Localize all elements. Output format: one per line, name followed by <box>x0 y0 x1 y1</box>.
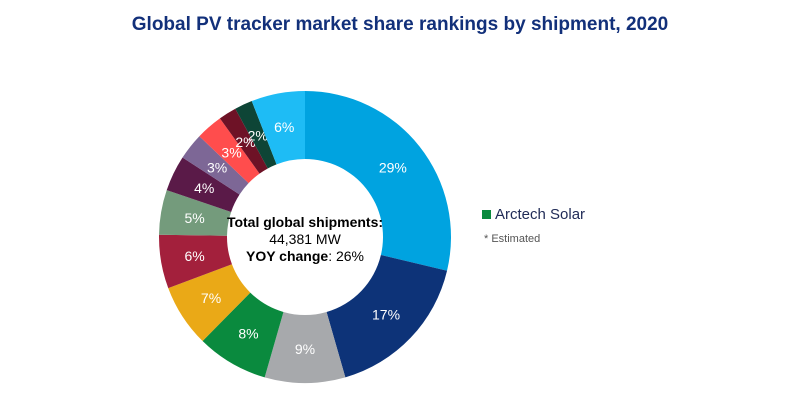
slice-label: 7% <box>201 290 221 306</box>
donut-slice <box>251 91 305 165</box>
slice-label: 29% <box>379 160 407 176</box>
slice-label: 6% <box>185 248 205 264</box>
total-shipments-value: 44,381 MW <box>269 231 341 247</box>
slice-label: 6% <box>274 119 294 135</box>
donut-slice <box>168 264 251 342</box>
donut-slice <box>166 157 240 212</box>
slice-label: 3% <box>221 144 241 160</box>
yoy-label: YOY change <box>245 248 329 264</box>
donut-slice <box>159 190 232 236</box>
donut-slice <box>159 234 232 289</box>
estimated-note: * Estimated <box>484 233 541 245</box>
donut-slice <box>199 118 260 184</box>
legend: Arctech Solar <box>482 206 585 223</box>
total-shipments-label: Total global shipments: <box>226 214 384 230</box>
chart-title: Global PV tracker market share rankings … <box>131 14 669 35</box>
slice-label: 9% <box>295 341 315 357</box>
donut-slice <box>264 311 346 383</box>
donut-slice <box>182 136 249 195</box>
center-summary: Total global shipments: 44,381 MW YOY ch… <box>205 214 405 265</box>
slice-label: 5% <box>185 210 205 226</box>
donut-slice <box>326 255 448 378</box>
donut-slice <box>202 292 284 378</box>
yoy-change: YOY change: 26% <box>205 248 405 265</box>
slice-label: 17% <box>372 306 400 322</box>
donut-slice <box>305 91 451 271</box>
donut-slice <box>235 101 277 169</box>
slice-label: 3% <box>207 160 227 176</box>
donut-slice <box>219 108 268 174</box>
slice-label: 2% <box>235 134 255 150</box>
legend-swatch <box>482 210 491 219</box>
slice-label: 4% <box>194 180 214 196</box>
slice-label: 8% <box>238 326 258 342</box>
yoy-value: : 26% <box>328 248 365 264</box>
legend-label: Arctech Solar <box>495 206 586 223</box>
slice-label: 2% <box>248 127 268 143</box>
